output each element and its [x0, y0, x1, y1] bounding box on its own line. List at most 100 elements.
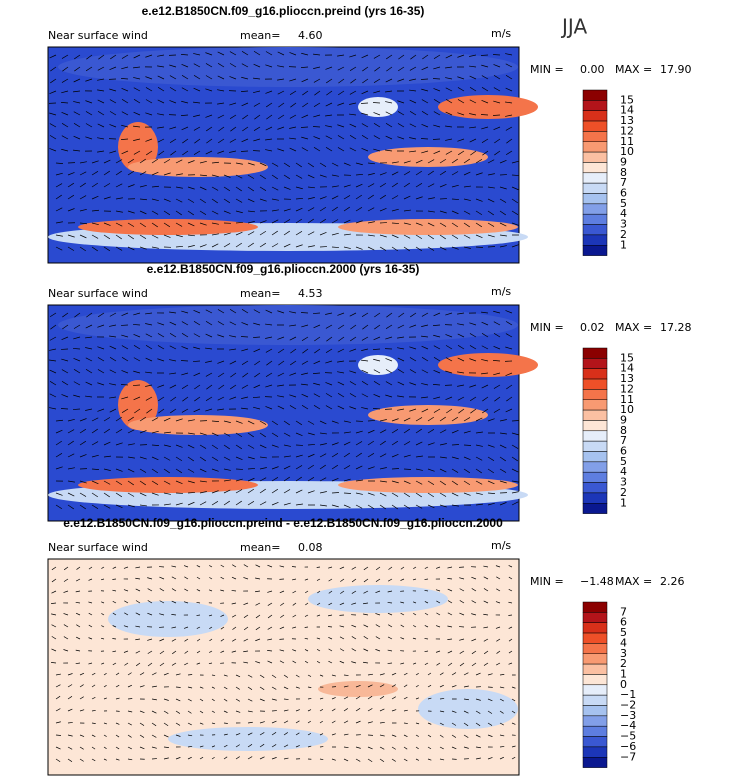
wind-arrow [73, 78, 81, 83]
wind-arrow [367, 673, 373, 676]
wind-arrow [187, 222, 195, 227]
wind-arrow [151, 185, 159, 188]
wind-arrow [247, 468, 256, 470]
wind-arrow [361, 407, 369, 410]
wind-arrow [205, 360, 213, 363]
wind-arrow [313, 393, 321, 398]
wind-arrow [511, 698, 516, 702]
colorbar-box [582, 601, 608, 613]
colorbar-box [582, 492, 608, 504]
wind-arrow [271, 444, 279, 448]
wind-arrow [271, 476, 279, 482]
wind-arrow [75, 601, 81, 604]
wind-arrow [373, 393, 381, 398]
wind-arrow [124, 612, 129, 616]
wind-arrow [289, 405, 297, 410]
wind-arrow [511, 160, 519, 164]
wind-arrow [313, 360, 321, 365]
wind-arrow [163, 234, 171, 238]
wind-arrow [199, 686, 204, 689]
wind-arrow [259, 488, 266, 494]
wind-arrow [259, 756, 265, 760]
wind-arrow [283, 219, 291, 224]
wind-arrow [79, 684, 84, 688]
wind-arrow [508, 662, 513, 665]
wind-arrow [231, 602, 237, 605]
wind-arrow [391, 428, 399, 434]
colorbar-label: 3 [620, 647, 627, 660]
wind-arrow [133, 334, 141, 338]
wind-arrow [157, 396, 165, 402]
wind-arrow [67, 684, 73, 688]
wind-arrow [109, 111, 117, 116]
wind-arrow [391, 468, 400, 470]
wind-arrow [187, 234, 195, 237]
wind-arrow [265, 406, 273, 410]
wind-arrow [231, 650, 237, 653]
wind-arrow [351, 648, 357, 652]
wind-arrow [139, 672, 145, 676]
map-shading [438, 95, 538, 119]
wind-arrow [181, 384, 189, 389]
wind-arrow [421, 66, 429, 71]
wind-arrow [103, 492, 110, 498]
wind-arrow [391, 758, 396, 762]
wind-arrow [79, 208, 87, 212]
wind-arrow [409, 382, 417, 386]
wind-arrow [469, 113, 477, 116]
wind-arrow [289, 114, 297, 119]
wind-arrow [289, 137, 297, 140]
wind-arrow [127, 734, 132, 738]
wind-arrow [88, 566, 93, 570]
wind-arrow [451, 184, 459, 188]
wind-arrow [115, 197, 123, 200]
wind-arrow [205, 347, 213, 350]
wind-arrow [243, 602, 249, 606]
wind-arrow [255, 602, 261, 606]
wind-arrow [385, 54, 393, 60]
wind-arrow [267, 614, 273, 619]
wind-arrow [469, 138, 477, 143]
wind-arrow [163, 492, 171, 495]
wind-arrow [79, 161, 87, 164]
wind-arrow [91, 734, 96, 737]
map-shading [308, 585, 448, 613]
wind-arrow [50, 78, 57, 84]
wind-arrow [349, 370, 357, 374]
wind-arrow [205, 408, 213, 412]
wind-arrow [487, 234, 495, 238]
wind-arrow [187, 198, 195, 203]
wind-arrow [499, 186, 507, 190]
wind-arrow [235, 698, 240, 702]
wind-arrow [439, 222, 447, 227]
wind-arrow [55, 246, 63, 251]
wind-arrow [304, 578, 309, 581]
wind-arrow [433, 54, 441, 59]
wind-arrow [271, 720, 277, 724]
wind-arrow [182, 150, 189, 156]
wind-arrow [481, 321, 489, 326]
wind-arrow [97, 66, 105, 71]
wind-arrow [205, 321, 213, 326]
wind-arrow [492, 360, 501, 362]
wind-arrow [427, 734, 432, 738]
wind-arrow [463, 171, 471, 176]
wind-arrow [133, 99, 141, 104]
wind-arrow [235, 420, 243, 424]
min-label: MIN = [530, 575, 564, 588]
wind-arrow [175, 234, 183, 238]
wind-arrow [75, 590, 81, 593]
wind-arrow [123, 566, 129, 569]
wind-arrow [279, 565, 285, 568]
wind-arrow [229, 348, 237, 351]
wind-arrow [457, 112, 465, 116]
wind-arrow [51, 613, 57, 616]
wind-arrow [67, 246, 75, 251]
wind-arrow [487, 734, 493, 737]
wind-arrow [316, 578, 321, 581]
wind-arrow [499, 746, 505, 748]
wind-arrow [132, 384, 141, 386]
wind-arrow [432, 324, 441, 326]
wind-arrow [271, 162, 279, 167]
wind-arrow [91, 222, 99, 226]
